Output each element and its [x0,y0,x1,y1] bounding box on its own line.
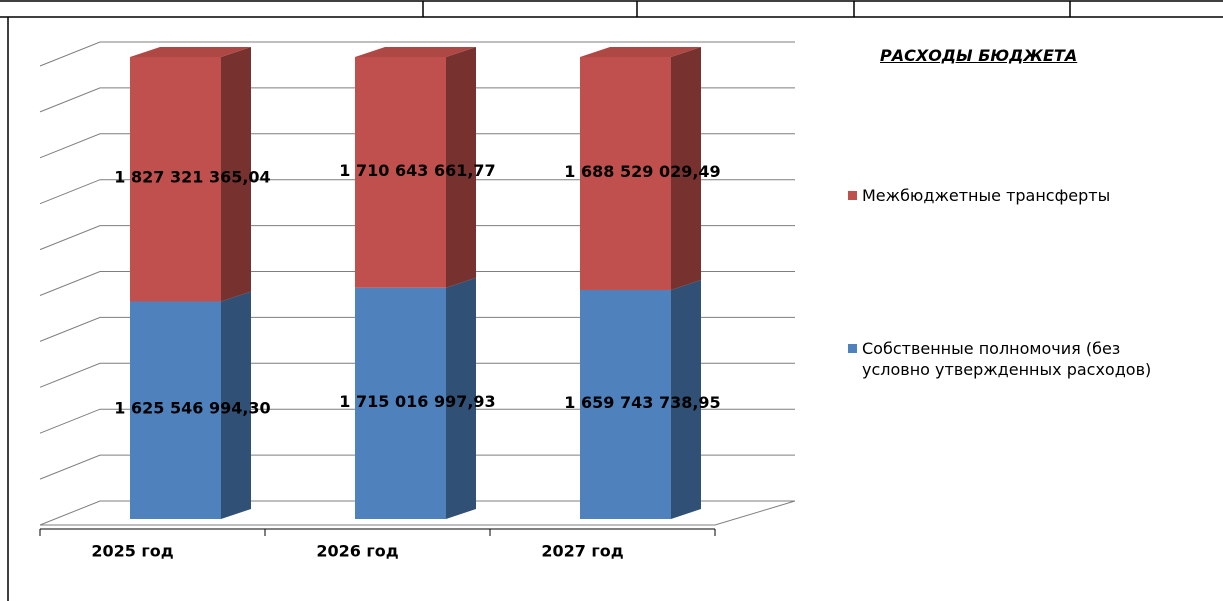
bar-side [671,279,701,519]
bar-top [355,47,476,57]
legend-label: Собственные полномочия (без условно утве… [862,339,1152,379]
grid-line [39,271,795,296]
bar [355,57,446,288]
grid-line [39,362,795,388]
bar-side [446,47,476,288]
grid-line [39,133,795,159]
bar [580,57,671,290]
data-label: 1 710 643 661,77 [339,161,495,180]
data-label: 1 688 529 029,49 [564,162,720,181]
grid-line [39,225,795,251]
legend-swatch [848,344,857,353]
grid-line [39,41,795,67]
bar-top [580,47,701,57]
grid-line [39,454,795,480]
legend-item: Собственные полномочия (без условно утве… [848,338,1208,380]
grid-line [39,179,795,205]
x-tick-label: 2025 год [91,542,173,561]
grid-line [39,408,795,434]
data-label: 1 659 743 738,95 [564,393,720,412]
bar [130,57,221,302]
bar [580,289,671,519]
x-tick-label: 2026 год [316,542,398,561]
bar [130,301,221,519]
legend-item: Межбюджетные трансферты [848,185,1208,206]
bar-side [446,277,476,519]
plot: 2025 год 1 625 546 994,30 1 827 321 365,04… [39,41,796,561]
chart-title: РАСХОДЫ БЮДЖЕТА [880,46,1078,65]
data-label: 1 715 016 997,93 [339,392,495,411]
grid-line [39,316,795,342]
bar-side [221,47,251,302]
bar-side [671,47,701,290]
x-tick-label: 2027 год [541,542,623,561]
bar-side [221,291,251,519]
grid-line [39,87,795,113]
legend-swatch [848,191,857,200]
data-label: 1 827 321 365,04 [114,168,270,187]
grid-line [39,500,795,526]
bar [355,287,446,519]
bar-top [130,47,251,57]
floor-edge [40,500,796,526]
data-label: 1 625 546 994,30 [114,399,270,418]
legend-label: Межбюджетные трансферты [862,186,1111,205]
